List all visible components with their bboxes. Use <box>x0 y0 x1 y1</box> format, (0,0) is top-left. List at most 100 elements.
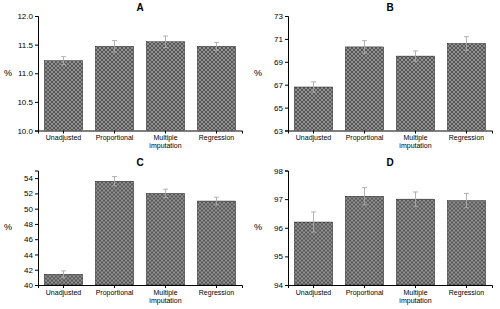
y-tick-mark <box>35 254 38 255</box>
x-tick: Multipleimputation <box>149 131 181 151</box>
y-tick: 12.0 <box>17 12 38 21</box>
panel: 10.010.511.011.512.0UnadjustedProportion… <box>4 2 243 150</box>
x-tick-label: Proportional <box>346 289 384 297</box>
x-tick-label: Regression <box>199 134 235 142</box>
x-tick-mark <box>216 131 217 134</box>
panel: 636567697173UnadjustedProportionalMultip… <box>254 2 493 150</box>
y-tick: 48 <box>24 220 38 229</box>
x-tick: Unadjusted <box>46 131 82 143</box>
plot-area <box>44 36 235 130</box>
x-tick: Multipleimputation <box>149 285 181 305</box>
x-tick-mark <box>63 131 64 134</box>
y-axis-title: % <box>4 68 12 78</box>
y-tick-label: 96 <box>274 224 283 233</box>
x-tick: Regression <box>199 131 235 143</box>
x-tick: Unadjusted <box>296 131 332 143</box>
error-bar <box>311 212 316 232</box>
x-axis: UnadjustedProportionalMultipleimputation… <box>39 131 243 151</box>
x-tick-mark <box>216 285 217 288</box>
error-bar <box>413 192 418 206</box>
x-axis-line <box>39 286 243 289</box>
x-tick: Unadjusted <box>296 285 332 297</box>
y-axis: 9495969798 <box>274 167 288 291</box>
error-bar <box>112 177 117 186</box>
y-axis-line <box>35 17 39 132</box>
y-tick-mark <box>285 171 288 172</box>
panel-title: B <box>386 2 393 13</box>
y-tick-label: 69 <box>274 58 283 67</box>
y-tick-label: 94 <box>274 281 283 290</box>
x-axis-line <box>289 286 493 289</box>
x-tick-label: Regression <box>449 289 485 297</box>
error-bar <box>61 271 66 278</box>
y-tick-mark <box>285 131 288 132</box>
y-tick-label: 63 <box>274 127 283 136</box>
figure: 10.010.511.011.512.0UnadjustedProportion… <box>0 0 500 309</box>
panel-title: C <box>136 157 143 168</box>
x-tick: Proportional <box>346 285 384 297</box>
x-tick-label: Unadjusted <box>296 134 332 142</box>
error-bar-line <box>311 212 316 232</box>
x-tick-mark <box>466 285 467 288</box>
y-tick-label: 67 <box>274 81 283 90</box>
y-tick: 42 <box>24 266 38 275</box>
y-axis-title: % <box>4 222 12 232</box>
error-bar <box>214 42 219 50</box>
y-tick-label: 10.5 <box>17 98 33 107</box>
y-tick: 54 <box>24 174 38 183</box>
error-bar-line <box>214 197 219 205</box>
error-bar <box>362 41 367 54</box>
y-tick-label: 42 <box>24 266 33 275</box>
bar <box>396 56 434 130</box>
error-bar-line <box>464 37 469 51</box>
y-axis-title: % <box>254 222 262 232</box>
y-tick: 50 <box>24 205 38 214</box>
x-tick-mark <box>364 131 365 134</box>
error-bar <box>413 51 418 61</box>
y-tick-mark <box>285 256 288 257</box>
x-tick-mark <box>165 285 166 288</box>
y-tick-mark <box>35 178 38 179</box>
y-tick: 63 <box>274 127 288 136</box>
y-tick-label: 95 <box>274 252 283 261</box>
plot-area <box>294 37 485 131</box>
x-tick-mark <box>415 285 416 288</box>
bar <box>95 46 133 130</box>
x-tick-mark <box>313 131 314 134</box>
y-tick-label: 71 <box>274 35 283 44</box>
y-tick: 52 <box>24 189 38 198</box>
error-bar <box>464 193 469 207</box>
x-axis: UnadjustedProportionalMultipleimputation… <box>289 285 493 305</box>
y-axis-line <box>285 17 289 132</box>
error-bar-line <box>61 57 66 65</box>
y-tick-mark <box>35 224 38 225</box>
plot-area <box>44 177 235 285</box>
y-tick: 11.0 <box>18 69 38 78</box>
x-tick-mark <box>114 285 115 288</box>
panel: 9495969798UnadjustedProportionalMultiple… <box>254 157 493 305</box>
x-axis: UnadjustedProportionalMultipleimputation… <box>39 285 243 305</box>
x-tick-mark <box>63 285 64 288</box>
y-tick-label: 11.0 <box>18 69 34 78</box>
y-tick-label: 44 <box>24 251 33 260</box>
y-tick-label: 73 <box>274 12 283 21</box>
y-tick-label: 52 <box>24 189 33 198</box>
y-tick-mark <box>285 39 288 40</box>
y-tick-label: 11.5 <box>18 41 34 50</box>
panel: 4042444648505254UnadjustedProportionalMu… <box>4 157 243 305</box>
y-tick: 94 <box>274 281 288 290</box>
y-tick-label: 40 <box>24 281 33 290</box>
x-tick-mark <box>165 131 166 134</box>
y-tick: 96 <box>274 224 288 233</box>
x-tick-mark <box>364 285 365 288</box>
bar <box>447 201 485 285</box>
error-bar-line <box>214 42 219 50</box>
error-bar-line <box>362 41 367 54</box>
x-axis-line <box>289 131 493 134</box>
y-tick-mark <box>285 85 288 86</box>
y-tick-mark <box>285 62 288 63</box>
y-tick: 44 <box>24 251 38 260</box>
y-tick: 10.5 <box>17 98 38 107</box>
panel-title: A <box>136 2 143 13</box>
y-tick: 69 <box>274 58 288 67</box>
